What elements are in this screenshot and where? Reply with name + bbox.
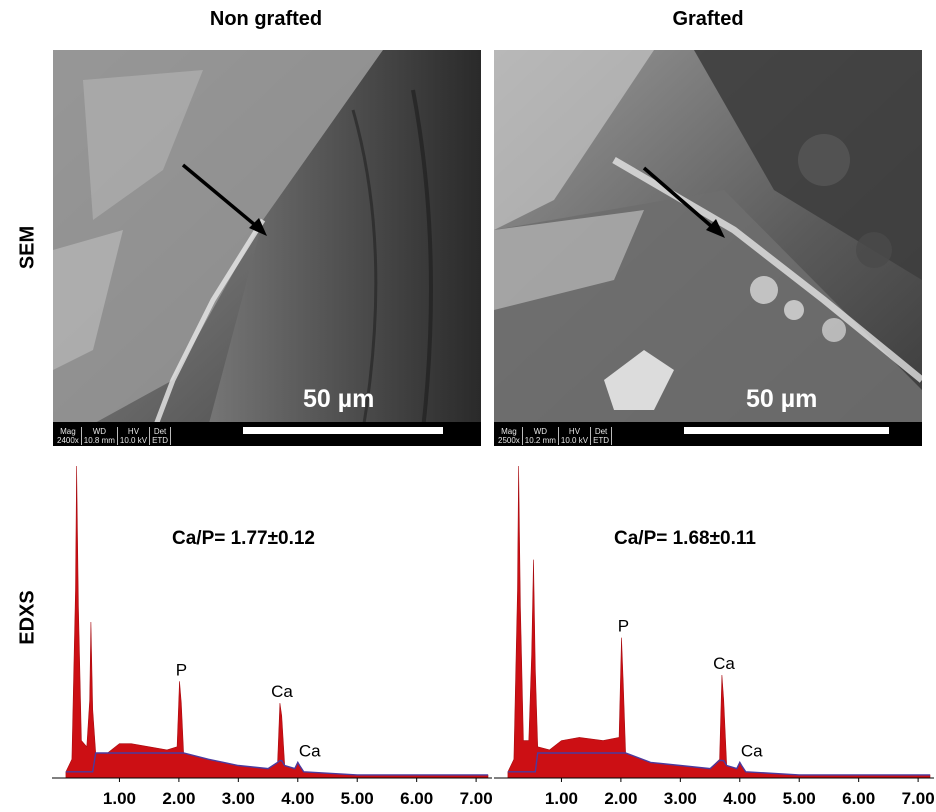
info-value: 10.8 mm — [83, 436, 115, 445]
sem-image-non-grafted: 50 µm Mag 2400x WD 10.8 mm HV 10.0 kV Det ET… — [53, 50, 481, 446]
x-tick-label: 4.00 — [281, 789, 314, 808]
spectrum-area — [65, 465, 489, 779]
info-value: 2500x — [498, 436, 520, 445]
info-header: WD — [533, 427, 548, 436]
sem-info-bar — [494, 422, 922, 446]
x-tick-label: 7.00 — [902, 789, 934, 808]
x-tick-label: 7.00 — [460, 789, 492, 808]
info-value: 10.0 kV — [119, 436, 148, 445]
info-value: 2400x — [57, 436, 79, 445]
edxs-spectrum-grafted: 1.00 2.00 3.00 4.00 5.00 6.00 7.00 P Ca Ca — [494, 465, 934, 808]
background-fit-line — [65, 752, 488, 776]
sem-info-table: Mag 2500x WD 10.2 mm HV 10.0 kV Det ETD — [496, 427, 613, 445]
sem-image-grafted: 50 µm Mag 2500x WD 10.2 mm HV 10.0 kV Det ET… — [494, 50, 922, 446]
column-title-non-grafted: Non grafted — [209, 8, 323, 30]
background-fit-line — [507, 752, 930, 776]
x-tick-label: 2.00 — [162, 789, 195, 808]
peak-label: Ca — [741, 741, 763, 760]
ca-p-ratio-non-grafted: Ca/P= 1.77±0.12 — [172, 528, 316, 549]
x-tick-label: 6.00 — [842, 789, 875, 808]
ca-p-ratio-grafted: Ca/P= 1.68±0.11 — [614, 528, 756, 549]
info-header: Det — [153, 427, 167, 436]
row-label-sem: SEM — [16, 225, 39, 270]
x-tick-label: 2.00 — [604, 789, 637, 808]
x-tick-label: 3.00 — [222, 789, 255, 808]
info-header: HV — [127, 427, 140, 436]
edxs-spectrum-non-grafted: 1.00 2.00 3.00 4.00 5.00 6.00 7.00 P Ca Ca — [52, 465, 492, 808]
sem-micrograph-grafted — [494, 50, 922, 446]
peak-label: Ca — [299, 741, 321, 760]
info-value: ETD — [593, 436, 610, 445]
peak-label: Ca — [271, 682, 293, 701]
scale-bar — [684, 427, 889, 434]
sem-info-table: Mag 2400x WD 10.8 mm HV 10.0 kV Det ETD — [55, 427, 172, 445]
x-tick-label: 5.00 — [783, 789, 816, 808]
sem-micrograph-non-grafted — [53, 50, 481, 446]
x-tick-label: 1.00 — [545, 789, 578, 808]
info-header: Det — [594, 427, 608, 436]
sem-info-bar — [53, 422, 481, 446]
x-tick-label: 3.00 — [664, 789, 697, 808]
x-tick-label: 4.00 — [723, 789, 756, 808]
info-header: WD — [92, 427, 107, 436]
spectrum-area — [507, 465, 931, 779]
x-tick-label: 1.00 — [103, 789, 136, 808]
peak-label: P — [176, 660, 187, 679]
info-value: ETD — [152, 436, 169, 445]
row-label-edxs: EDXS — [16, 590, 39, 645]
peak-label: P — [618, 617, 629, 636]
x-tick-label: 5.00 — [341, 789, 374, 808]
scale-bar-label: 50 µm — [303, 385, 375, 413]
info-value: 10.2 mm — [524, 436, 556, 445]
info-header: Mag — [501, 427, 517, 436]
x-tick-label: 6.00 — [400, 789, 433, 808]
info-header: Mag — [60, 427, 76, 436]
peak-label: Ca — [713, 654, 735, 673]
info-header: HV — [568, 427, 581, 436]
scale-bar-label: 50 µm — [746, 385, 818, 413]
column-title-grafted: Grafted — [672, 8, 744, 30]
info-value: 10.0 kV — [560, 436, 589, 445]
scale-bar — [243, 427, 443, 434]
